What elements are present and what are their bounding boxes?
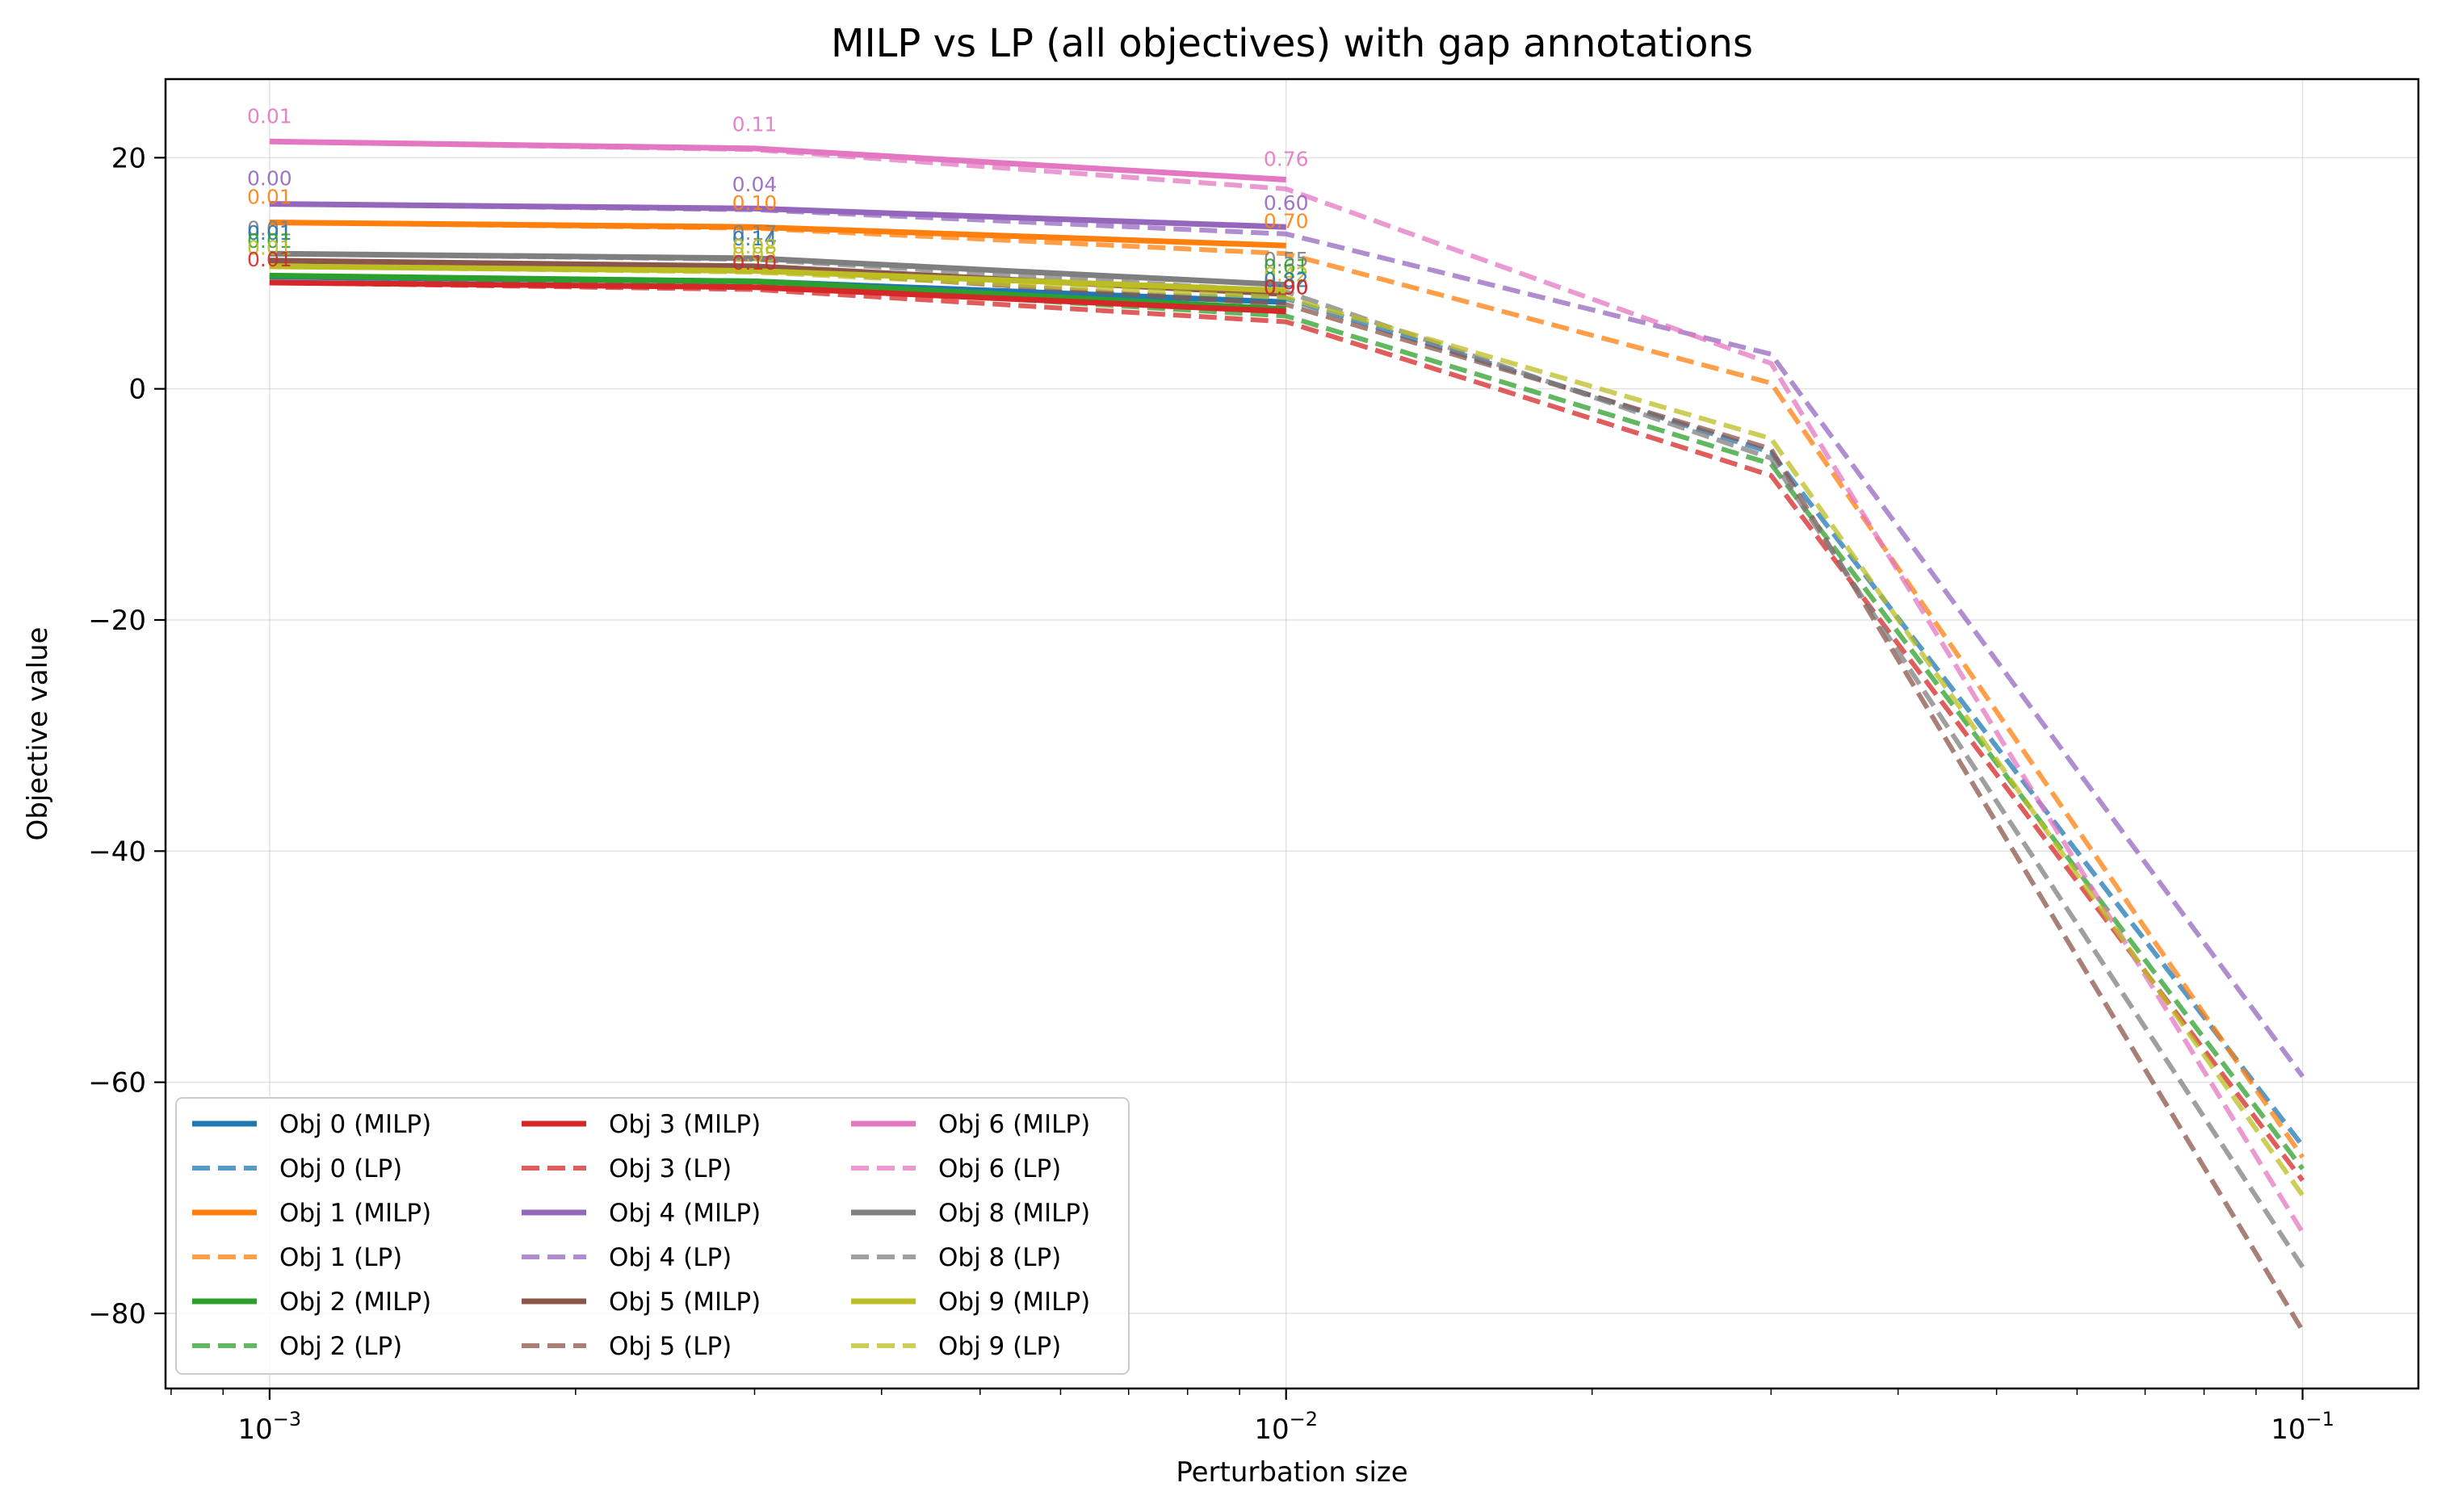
y-tick-label: −60 (88, 1067, 146, 1099)
gap-annotation: 0.05 (732, 243, 778, 266)
legend-label: Obj 2 (LP) (279, 1332, 402, 1361)
legend-label: Obj 4 (LP) (609, 1243, 732, 1272)
gap-annotation: 0.01 (247, 229, 292, 253)
gap-annotation: 0.17 (732, 221, 778, 245)
x-tick-label: 10−2 (1254, 1408, 1318, 1446)
series-obj-1-lp (269, 220, 2305, 1159)
grid-layer (166, 79, 2418, 1388)
legend-label: Obj 6 (MILP) (938, 1110, 1090, 1139)
legend-label: Obj 5 (LP) (609, 1332, 732, 1361)
annotation-layer: 0.01 0.11 0.76 0.00 0.04 0.60 0.01 0.10 0.70 0.01… (247, 104, 1309, 299)
x-tick-label-exponent: −1 (2306, 1408, 2334, 1430)
x-tick-label-exponent: −3 (273, 1408, 301, 1430)
gap-annotation: 0.00 (247, 167, 292, 191)
gap-annotation: 0.61 (1264, 255, 1309, 279)
legend-label: Obj 0 (LP) (279, 1154, 402, 1183)
gap-annotation: 0.14 (732, 227, 778, 250)
x-tick-label-base: 10 (2271, 1414, 2305, 1446)
legend-label: Obj 1 (MILP) (279, 1199, 431, 1228)
gap-annotation: 0.01 (247, 186, 292, 209)
chart-title: MILP vs LP (all objectives) with gap ann… (831, 21, 1753, 66)
legend-label: Obj 1 (LP) (279, 1243, 402, 1272)
gap-annotation: 0.01 (247, 104, 292, 128)
y-tick-label: −40 (88, 836, 146, 868)
legend-label: Obj 2 (MILP) (279, 1288, 431, 1317)
series-obj-8-lp (269, 251, 2305, 1269)
legend-label: Obj 3 (MILP) (609, 1110, 761, 1139)
legend-label: Obj 0 (MILP) (279, 1110, 431, 1139)
y-axis-label: Objective value (22, 627, 54, 841)
gap-annotation: 0.01 (247, 221, 292, 245)
gap-annotation: 0.55 (1264, 248, 1309, 271)
legend-label: Obj 5 (MILP) (609, 1288, 761, 1317)
legend-label: Obj 8 (MILP) (938, 1199, 1090, 1228)
x-tick-label-base: 10 (238, 1414, 273, 1446)
gap-annotation: 0.76 (1264, 147, 1309, 170)
x-tick-label: 10−1 (2271, 1408, 2334, 1446)
y-tick-label: −80 (88, 1298, 146, 1330)
gap-annotation: 0.90 (1264, 275, 1309, 299)
gap-annotation: 0.42 (1264, 263, 1309, 287)
legend-label: Obj 9 (LP) (938, 1332, 1061, 1361)
plot-frame (164, 77, 2420, 1390)
series-obj-5-lp (269, 258, 2305, 1332)
legend-label: Obj 4 (MILP) (609, 1199, 761, 1228)
series-obj-6-lp (269, 139, 2305, 1234)
gap-annotation: 0.82 (1264, 269, 1309, 292)
gap-annotation: 0.08 (732, 235, 778, 258)
gap-annotation: 0.01 (247, 237, 292, 260)
gap-annotation: 0.04 (732, 173, 778, 196)
series-obj-4-lp (269, 201, 2305, 1079)
gap-annotation: 0.11 (732, 112, 778, 136)
y-tick-label: 0 (128, 374, 146, 406)
y-tick-label: 20 (111, 142, 146, 174)
series-obj-9-lp (269, 263, 2305, 1197)
legend-label: Obj 3 (LP) (609, 1154, 732, 1183)
series-layer (269, 138, 2305, 1332)
legend: Obj 0 (MILP) Obj 0 (LP) Obj 1 (MILP) Obj 1 … (175, 1097, 1130, 1375)
gap-annotation: 0.90 (1264, 275, 1309, 299)
legend-label: Obj 8 (LP) (938, 1243, 1061, 1272)
series-obj-6-milp (269, 138, 1286, 182)
x-tick-label-exponent: −2 (1290, 1408, 1318, 1430)
series-obj-2-lp (269, 273, 2305, 1171)
gap-annotation: 0.10 (732, 191, 778, 215)
x-tick-label-base: 10 (1254, 1414, 1289, 1446)
x-tick-label: 10−3 (238, 1408, 302, 1446)
gap-annotation: 0.10 (732, 251, 778, 274)
x-axis-label: Perturbation size (1176, 1456, 1407, 1489)
gap-annotation: 0.70 (1264, 210, 1309, 233)
y-tick-label: −20 (88, 605, 146, 637)
legend-label: Obj 6 (LP) (938, 1154, 1061, 1183)
series-obj-3-lp (269, 280, 2305, 1183)
gap-annotation: 0.01 (247, 248, 292, 271)
gap-annotation: 0.01 (247, 216, 292, 240)
legend-label: Obj 9 (MILP) (938, 1288, 1090, 1317)
gap-annotation: 0.60 (1264, 191, 1309, 215)
